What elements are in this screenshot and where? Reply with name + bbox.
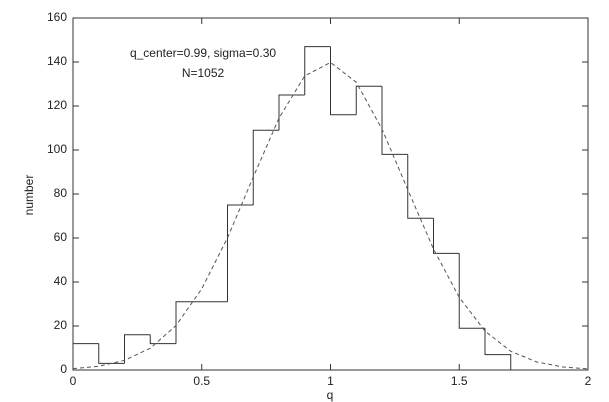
y-tick-label: 80 bbox=[54, 186, 68, 200]
y-tick-label: 140 bbox=[47, 54, 67, 68]
y-axis-label: number bbox=[22, 175, 36, 216]
histogram-bar bbox=[149, 334, 176, 345]
histogram-bar bbox=[458, 253, 485, 329]
histogram-bar bbox=[304, 46, 331, 95]
annotation: N=1052 bbox=[182, 66, 225, 80]
x-tick-label: 0 bbox=[70, 374, 77, 388]
y-tick-label: 20 bbox=[54, 318, 68, 332]
histogram-bar bbox=[124, 334, 151, 364]
histogram-bar bbox=[98, 343, 125, 364]
x-axis-label: q bbox=[327, 388, 334, 402]
histogram-bar bbox=[227, 204, 254, 302]
histogram-bar bbox=[252, 129, 279, 205]
histogram-bar bbox=[278, 94, 305, 131]
y-tick-label: 120 bbox=[47, 98, 67, 112]
histogram-bar bbox=[407, 154, 434, 219]
histogram-bar bbox=[355, 85, 382, 115]
x-tick-label: 2 bbox=[585, 374, 592, 388]
histogram-bar bbox=[433, 218, 460, 254]
y-tick-label: 160 bbox=[47, 10, 67, 24]
y-tick-label: 40 bbox=[54, 274, 68, 288]
y-tick-label: 0 bbox=[60, 362, 67, 376]
histogram-bar bbox=[484, 328, 512, 370]
y-tick-label: 100 bbox=[47, 142, 67, 156]
histogram-bar bbox=[175, 301, 202, 344]
x-tick-label: 1.5 bbox=[451, 374, 468, 388]
fit-curve bbox=[72, 61, 589, 370]
histogram-bar bbox=[381, 86, 408, 155]
y-tick-label: 60 bbox=[54, 230, 68, 244]
x-tick-label: 0.5 bbox=[193, 374, 210, 388]
annotation: q_center=0.99, sigma=0.30 bbox=[130, 46, 276, 60]
x-tick-label: 1 bbox=[327, 374, 334, 388]
histogram-bar bbox=[72, 343, 99, 370]
histogram-bar bbox=[330, 46, 357, 116]
